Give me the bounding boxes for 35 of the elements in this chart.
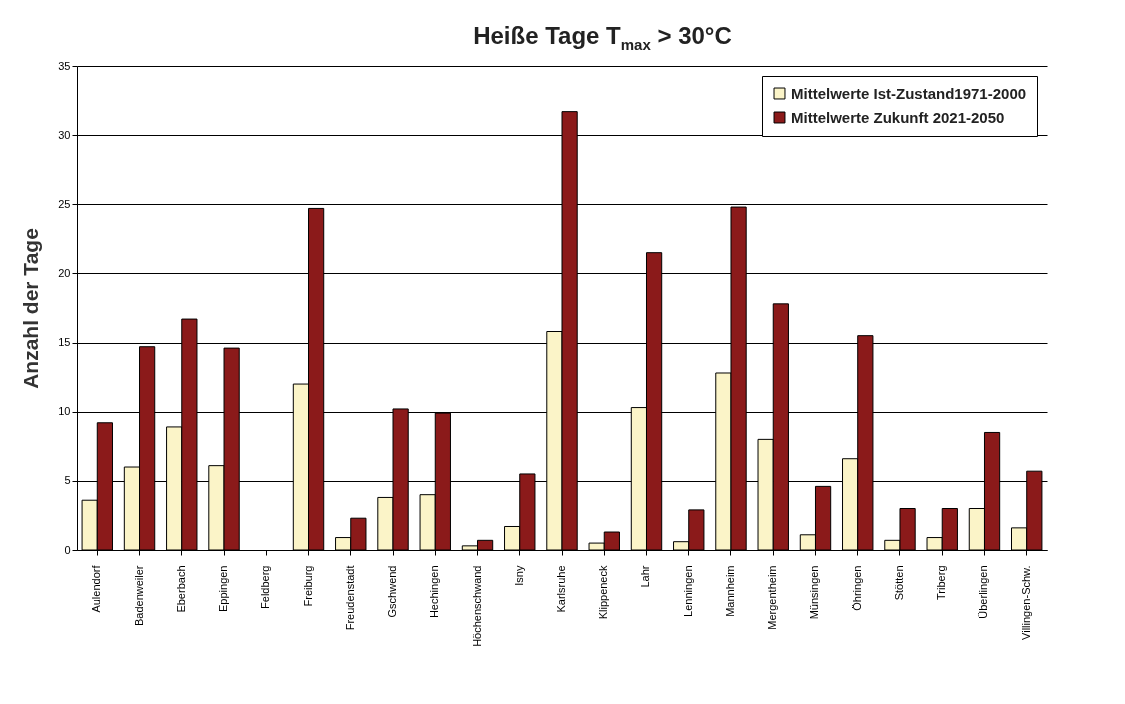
x-tick-label: Lenningen: [681, 565, 694, 617]
x-tick-label: Eberbach: [174, 565, 187, 613]
x-tick-label: Karlsruhe: [555, 565, 567, 613]
y-tick-label: 30: [58, 128, 71, 141]
x-tick-label: Münsingen: [808, 565, 821, 620]
legend-label: Mittelwerte Ist-Zustand1971-2000: [791, 84, 1027, 102]
x-tick-label: Hechingen: [428, 565, 441, 619]
y-tick-label: 5: [64, 474, 71, 487]
x-tick-label: Höchenschwand: [470, 565, 483, 647]
x-tick-label: Triberg: [935, 565, 948, 600]
x-tick-label: Badenweiler: [132, 565, 145, 627]
x-tick-label: Klippeneck: [597, 565, 610, 620]
x-tick-label: Stötten: [892, 565, 905, 601]
x-tick-label: Gschwend: [386, 565, 399, 618]
x-tick-label: Feldberg: [259, 565, 272, 609]
legend-label: Mittelwerte Zukunft 2021-2050: [791, 108, 1005, 126]
y-tick-label: 10: [58, 405, 71, 418]
x-tick-label: Lahr: [639, 565, 652, 588]
y-tick-label: 25: [58, 197, 71, 210]
y-tick-label: 0: [64, 543, 71, 556]
x-tick-label: Eppingen: [217, 565, 230, 612]
y-tick-label: 35: [58, 59, 71, 72]
x-tick-label: Überlingen: [977, 565, 990, 619]
y-tick-label: 15: [58, 336, 71, 349]
x-tick-label: Isny: [512, 565, 525, 586]
x-tick-label: Mergentheim: [766, 565, 779, 630]
y-axis-title: Anzahl der Tage: [19, 228, 43, 389]
y-tick-label: 20: [58, 266, 71, 279]
x-tick-label: Mannheim: [723, 565, 736, 617]
x-tick-label: Öhringen: [850, 565, 863, 611]
x-tick-label: Aulendorf: [90, 564, 103, 613]
x-tick-label: Freiburg: [301, 565, 314, 607]
x-tick-label: Freudenstadt: [343, 565, 356, 631]
chart-title: Heiße Tage T$_{max}$ > 30°C: [472, 21, 733, 55]
x-tick-label: Villingen-Schw.: [1019, 565, 1032, 640]
